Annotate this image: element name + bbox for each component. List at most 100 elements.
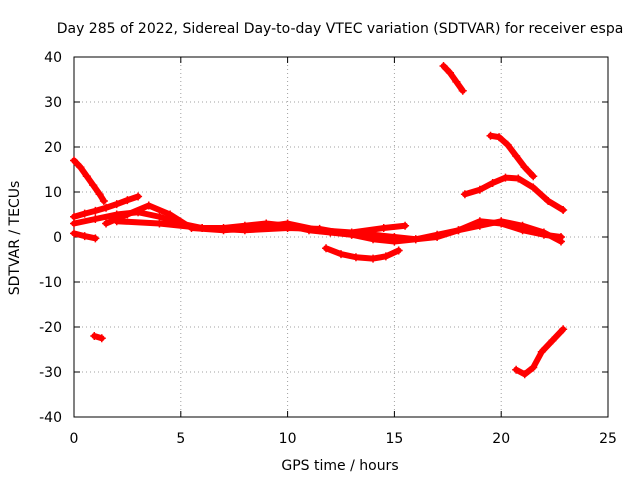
data-point xyxy=(80,232,89,241)
grid xyxy=(74,57,608,417)
data-point xyxy=(102,219,111,228)
x-tick-label: 15 xyxy=(385,431,403,447)
y-tick-label: -40 xyxy=(39,410,62,426)
data-point xyxy=(529,172,538,181)
data-point xyxy=(70,229,78,238)
data-point xyxy=(155,219,164,228)
data-point xyxy=(445,68,454,77)
data-point xyxy=(495,133,504,142)
series-track-j-peak xyxy=(486,131,538,181)
y-tick-labels: -40 -30 -20 -10 0 10 20 30 40 xyxy=(39,50,62,426)
series-track xyxy=(323,245,402,262)
y-tick-label: 20 xyxy=(44,140,62,156)
data-point xyxy=(102,203,111,212)
data-point xyxy=(537,347,546,356)
data-point xyxy=(80,209,89,218)
x-tick-label: 5 xyxy=(176,431,185,447)
data-point xyxy=(70,212,78,221)
data-point xyxy=(347,230,356,239)
data-point xyxy=(112,217,121,226)
series-track xyxy=(487,132,537,180)
data-point xyxy=(95,190,104,199)
series-track xyxy=(440,63,466,94)
data-point xyxy=(548,336,557,345)
data-point xyxy=(512,152,521,160)
data-point xyxy=(134,192,143,201)
data-point xyxy=(557,237,566,246)
data-point xyxy=(458,86,467,95)
data-point xyxy=(155,212,164,221)
data-series xyxy=(70,62,568,379)
data-point xyxy=(337,250,345,259)
data-point xyxy=(529,363,538,372)
data-point xyxy=(520,370,529,379)
y-tick-label: 30 xyxy=(44,95,62,111)
y-tick-label: 10 xyxy=(44,185,62,201)
data-point xyxy=(89,181,98,190)
data-point xyxy=(240,226,249,235)
data-point xyxy=(379,224,388,232)
x-tick-label: 25 xyxy=(599,431,617,447)
x-tick-label: 10 xyxy=(279,431,297,447)
x-tick-label: 20 xyxy=(492,431,510,447)
data-point xyxy=(99,197,108,205)
data-point xyxy=(497,217,506,226)
data-point xyxy=(475,185,484,194)
data-point xyxy=(503,140,512,149)
data-point xyxy=(394,246,403,255)
data-point xyxy=(475,221,484,230)
data-point xyxy=(501,173,510,182)
data-point xyxy=(112,200,121,209)
y-tick-label: 0 xyxy=(53,230,62,246)
x-axis-label: GPS time / hours xyxy=(281,458,398,474)
data-point xyxy=(390,237,399,246)
series-track-g-dip xyxy=(322,244,403,263)
data-point xyxy=(82,172,91,181)
series-track xyxy=(113,218,565,245)
series-track-i-top xyxy=(439,62,467,95)
data-point xyxy=(452,77,461,86)
data-point xyxy=(351,253,360,262)
data-point xyxy=(411,235,420,244)
data-point xyxy=(518,221,527,230)
data-point xyxy=(460,190,469,199)
data-point xyxy=(90,332,99,340)
data-point xyxy=(166,210,175,219)
y-tick-label: -30 xyxy=(39,365,62,381)
data-point xyxy=(123,210,132,219)
chart-title: Day 285 of 2022, Sidereal Day-to-day VTE… xyxy=(57,21,624,37)
series-track-l-bottom xyxy=(512,325,568,379)
data-point xyxy=(198,224,207,232)
series-track-a-falling xyxy=(70,156,108,205)
data-point xyxy=(488,179,497,187)
data-point xyxy=(401,221,410,230)
data-point xyxy=(539,228,548,237)
series-track-h-small xyxy=(90,332,106,343)
data-point xyxy=(97,334,106,343)
data-point xyxy=(91,215,100,223)
data-point xyxy=(559,206,568,214)
y-axis-label: SDTVAR / TECUs xyxy=(7,181,23,296)
data-point xyxy=(486,131,495,140)
data-point xyxy=(559,325,568,334)
data-point xyxy=(529,183,538,192)
series-track xyxy=(461,174,567,213)
y-tick-label: -20 xyxy=(39,320,62,336)
series-track-f-lower xyxy=(112,217,566,246)
data-point xyxy=(369,235,378,244)
data-point xyxy=(283,224,292,232)
y-tick-label: 40 xyxy=(44,50,62,66)
data-point xyxy=(454,226,463,235)
data-point xyxy=(70,156,78,165)
data-point xyxy=(520,163,529,172)
data-point xyxy=(315,224,324,233)
data-point xyxy=(512,365,521,374)
data-point xyxy=(544,197,553,205)
data-point xyxy=(123,196,132,205)
data-point xyxy=(514,174,523,183)
data-point xyxy=(381,252,390,261)
data-point xyxy=(433,230,442,239)
series-track-k-arc xyxy=(460,173,568,214)
data-point xyxy=(439,62,448,70)
